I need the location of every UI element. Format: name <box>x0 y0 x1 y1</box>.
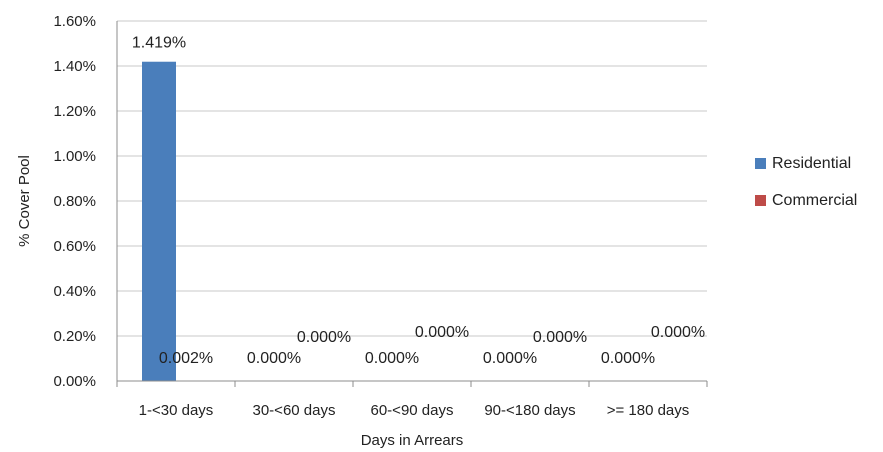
y-axis-title: % Cover Pool <box>16 155 33 247</box>
y-tick-label: 1.60% <box>53 13 96 30</box>
data-label-residential: 0.000% <box>483 350 537 367</box>
axes: 0.00% 0.20% 0.40% 0.60% 0.80% 1.00% 1.20% 1.40%… <box>53 13 708 419</box>
x-tick-label: 30-<60 days <box>253 402 336 419</box>
legend-label-commercial: Commercial <box>772 192 857 209</box>
y-tick-label: 0.40% <box>53 283 96 300</box>
data-label-residential: 0.000% <box>601 350 655 367</box>
x-tick-label: 1-<30 days <box>139 402 214 419</box>
data-label-commercial: 0.000% <box>415 324 469 341</box>
data-label-residential: 0.000% <box>247 350 301 367</box>
y-tick-label: 1.00% <box>53 148 96 165</box>
data-label-commercial: 0.000% <box>533 329 587 346</box>
legend-swatch-commercial <box>755 195 766 206</box>
x-tick-label: 60-<90 days <box>371 402 454 419</box>
x-axis-title: Days in Arrears <box>361 432 464 449</box>
y-tick-label: 0.80% <box>53 193 96 210</box>
legend: Residential Commercial <box>755 155 857 209</box>
data-label-residential: 1.419% <box>132 35 186 52</box>
data-labels: 1.419% 0.002% 0.000% 0.000% 0.000% 0.000% 0.00… <box>132 35 705 367</box>
legend-label-residential: Residential <box>772 155 851 172</box>
y-tick-label: 0.20% <box>53 328 96 345</box>
gridlines <box>117 20 707 337</box>
y-tick-label: 0.60% <box>53 238 96 255</box>
data-label-commercial: 0.000% <box>297 329 351 346</box>
data-label-commercial: 0.002% <box>159 350 213 367</box>
bar-residential <box>142 61 176 381</box>
x-tick-label: 90-<180 days <box>484 402 575 419</box>
y-tick-label: 1.20% <box>53 103 96 120</box>
x-tick-label: >= 180 days <box>607 402 690 419</box>
legend-swatch-residential <box>755 158 766 169</box>
y-tick-label: 0.00% <box>53 373 96 390</box>
data-label-commercial: 0.000% <box>651 324 705 341</box>
bars <box>142 61 210 381</box>
y-tick-label: 1.40% <box>53 58 96 75</box>
data-label-residential: 0.000% <box>365 350 419 367</box>
